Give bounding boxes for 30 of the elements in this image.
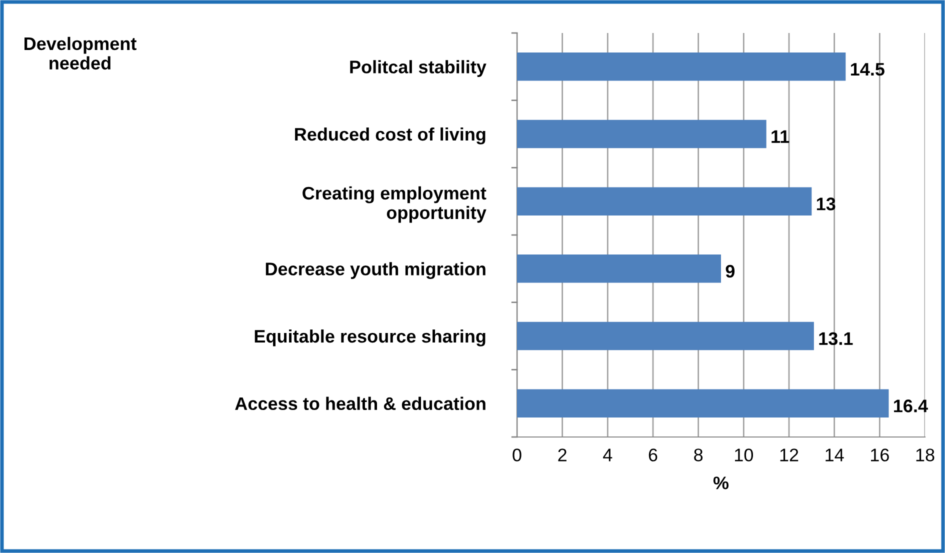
bar [517, 389, 889, 418]
y-tick-label: Reduced cost of living [295, 127, 486, 144]
y-tick-label: Equitable resource sharing [254, 329, 486, 346]
y-tick-label: Politcal stability [350, 60, 486, 77]
text: Development needed [24, 36, 136, 70]
data-label: 9 [726, 264, 735, 278]
x-tick-label: 14 [826, 448, 844, 462]
y-tick-label: Decrease youth migration [266, 262, 486, 280]
x-tick-label: 18 [916, 448, 934, 462]
x-tick-label: 2 [558, 448, 566, 462]
bar [517, 187, 812, 216]
x-tick-label: 8 [694, 448, 703, 462]
bar [517, 322, 814, 350]
data-label: 14.5 [850, 63, 884, 76]
x-tick-label: 10 [735, 448, 754, 462]
y-tick-label: Access to health & education [235, 396, 486, 410]
data-label: 13 [816, 198, 836, 210]
data-label: 16.4 [894, 400, 928, 412]
x-tick-label: 4 [603, 448, 612, 462]
x-tick-label: 6 [648, 448, 658, 462]
bar [517, 120, 766, 148]
data-label: 11 [772, 130, 790, 143]
x-axis-title: % [713, 476, 729, 490]
x-tick-label: 0 [512, 448, 522, 462]
x-tick-label: 12 [780, 448, 798, 462]
data-label: 13.1 [819, 332, 853, 346]
bar [517, 52, 846, 81]
bar [517, 254, 721, 283]
y-tick-label: Creating employment opportunity [302, 186, 486, 223]
x-tick-label: 16 [871, 448, 889, 462]
